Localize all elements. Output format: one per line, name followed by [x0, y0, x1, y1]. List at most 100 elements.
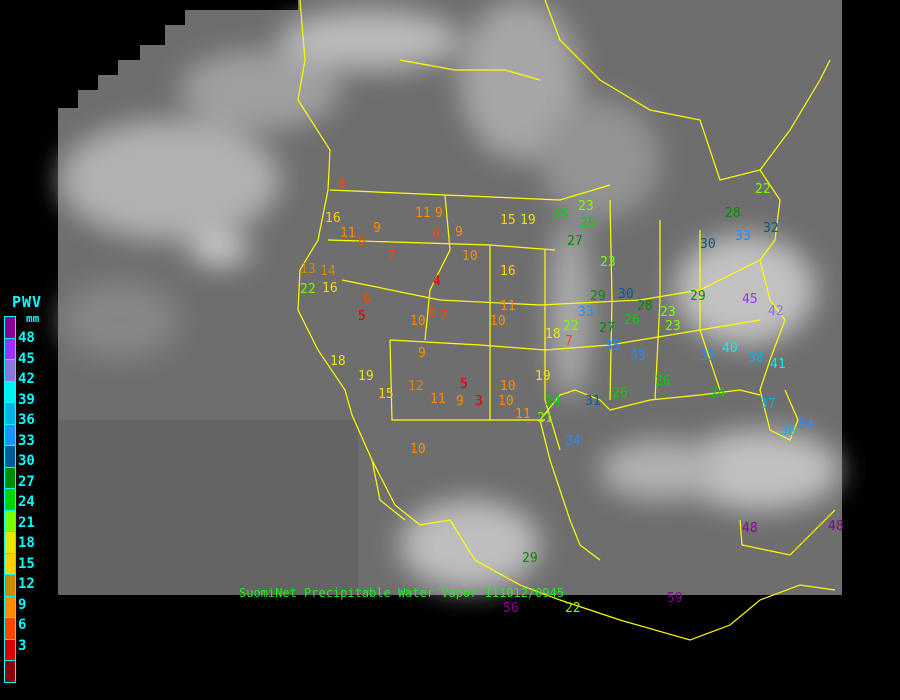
- station-pwv-value: 22: [755, 182, 771, 197]
- station-pwv-value: 18: [330, 354, 346, 369]
- station-pwv-value: 48: [828, 519, 844, 534]
- station-pwv-value: 37: [760, 397, 776, 412]
- legend-tick-label: 3: [18, 637, 27, 654]
- station-pwv-value: 8: [428, 306, 436, 321]
- station-pwv-value: 9: [373, 221, 381, 236]
- station-pwv-value: 19: [520, 213, 536, 228]
- legend-tick-label: 21: [18, 514, 35, 531]
- station-pwv-value: 18: [545, 327, 561, 342]
- station-pwv-value: 34: [798, 417, 814, 432]
- station-pwv-value: 13: [300, 262, 316, 277]
- station-pwv-value: 15: [500, 213, 516, 228]
- station-pwv-value: 29: [590, 289, 606, 304]
- station-pwv-value: 22: [563, 319, 579, 334]
- legend-tick-label: 18: [18, 535, 35, 551]
- station-pwv-value: 9: [455, 225, 463, 240]
- station-pwv-value: 9: [456, 394, 464, 409]
- station-pwv-value: 11: [340, 226, 356, 241]
- station-pwv-value: 34: [565, 434, 581, 449]
- station-pwv-value: 29: [522, 551, 538, 566]
- station-pwv-value: 21: [537, 411, 553, 426]
- legend-swatch: [4, 337, 16, 359]
- legend-tick-label: 30: [18, 453, 35, 469]
- station-pwv-value: 24: [545, 394, 561, 409]
- station-pwv-value: 15: [378, 387, 394, 402]
- legend-tick-label: 15: [18, 555, 35, 572]
- station-pwv-value: 56: [503, 601, 519, 616]
- legend-tick-label: 9: [18, 596, 27, 613]
- legend-swatch: [4, 359, 16, 381]
- station-pwv-value: 25: [553, 209, 569, 224]
- station-pwv-value: 8: [358, 234, 366, 249]
- station-pwv-value: 16: [322, 281, 338, 296]
- station-pwv-value: 5: [358, 309, 366, 324]
- station-pwv-value: 7: [388, 249, 396, 264]
- legend-swatch: [4, 488, 16, 510]
- station-pwv-value: 7: [565, 334, 573, 349]
- legend-swatch: [4, 423, 16, 445]
- station-pwv-value: 10: [410, 442, 426, 457]
- station-pwv-value: 33: [630, 349, 646, 364]
- station-pwv-value: 10: [498, 394, 514, 409]
- legend-tick-label: 33: [18, 432, 35, 449]
- station-pwv-value: 23: [578, 199, 594, 214]
- station-pwv-value: 11: [430, 392, 446, 407]
- station-pwv-value: 14: [320, 264, 336, 279]
- station-pwv-value: 5: [460, 377, 468, 392]
- legend-swatch: [4, 552, 16, 574]
- station-pwv-value: 38: [748, 351, 764, 366]
- station-pwv-value: 29: [690, 289, 706, 304]
- legend-swatch: [4, 316, 16, 338]
- legend-swatch: [4, 617, 16, 639]
- station-pwv-value: 33: [735, 229, 751, 244]
- station-pwv-value: 23: [660, 305, 676, 320]
- legend-tick-label: 12: [18, 576, 35, 592]
- legend-swatch: [4, 402, 16, 424]
- station-pwv-value: 26: [655, 374, 671, 389]
- station-pwv-value: 45: [742, 292, 758, 307]
- station-pwv-value: 42: [768, 304, 784, 319]
- station-pwv-value: 23: [600, 255, 616, 270]
- legend-tick-label: 48: [18, 330, 35, 346]
- station-pwv-value: 6: [363, 292, 371, 307]
- station-pwv-value: 10: [410, 314, 426, 329]
- legend-swatch: [4, 660, 16, 683]
- station-pwv-value: 6: [338, 177, 346, 192]
- legend-tick-label: 24: [18, 494, 35, 510]
- legend-tick-label: 39: [18, 391, 35, 408]
- station-pwv-value: 26: [624, 313, 640, 328]
- station-pwv-value: 8: [432, 226, 440, 241]
- station-pwv-value: 30: [700, 237, 716, 252]
- station-pwv-value: 22: [300, 282, 316, 297]
- station-pwv-value: 11: [500, 299, 516, 314]
- station-pwv-value: 38: [780, 424, 796, 439]
- legend-title: PWV: [12, 293, 43, 311]
- station-pwv-value: 10: [500, 379, 516, 394]
- station-pwv-value: 22: [565, 601, 581, 616]
- station-pwv-value: 35: [605, 339, 621, 354]
- legend-swatch: [4, 531, 16, 553]
- map-caption: SuomiNet Precipitable Water Vapor 111012…: [239, 586, 565, 600]
- station-pwv-value: 4: [433, 274, 441, 289]
- station-pwv-value: 11: [515, 407, 531, 422]
- station-pwv-value: 19: [535, 369, 551, 384]
- station-pwv-value: 9: [418, 346, 426, 361]
- station-pwv-value: 10: [490, 314, 506, 329]
- station-pwv-value: 48: [742, 521, 758, 536]
- station-pwv-value: 30: [618, 287, 634, 302]
- legend-swatch: [4, 638, 16, 660]
- station-pwv-value: 12: [408, 379, 424, 394]
- legend-swatch: [4, 509, 16, 531]
- legend-swatch: [4, 380, 16, 402]
- station-pwv-value: 28: [725, 206, 741, 221]
- station-pwv-value: 3: [475, 394, 483, 409]
- station-pwv-value: 16: [325, 211, 341, 226]
- station-pwv-value: 23: [665, 319, 681, 334]
- station-pwv-value: 19: [358, 369, 374, 384]
- station-pwv-value: 35: [700, 349, 716, 364]
- legend-color-bar: [4, 316, 16, 683]
- legend-tick-label: 27: [18, 473, 35, 490]
- station-pwv-value: 16: [500, 264, 516, 279]
